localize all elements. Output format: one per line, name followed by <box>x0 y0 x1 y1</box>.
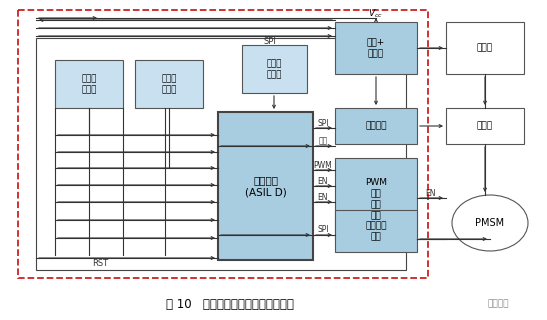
Text: PWM
脉冲
处理
电路: PWM 脉冲 处理 电路 <box>365 178 387 220</box>
Bar <box>36 38 406 270</box>
Bar <box>446 22 524 74</box>
Bar <box>18 10 428 278</box>
Text: 电流采
样电路: 电流采 样电路 <box>82 74 97 94</box>
Text: 旋变解码
电路: 旋变解码 电路 <box>365 221 387 241</box>
Bar <box>218 112 313 260</box>
Text: 并口: 并口 <box>318 137 328 146</box>
Text: EN: EN <box>318 193 328 202</box>
Text: SPI: SPI <box>317 226 329 235</box>
Text: PMSM: PMSM <box>475 218 504 228</box>
Text: 温度采
样电路: 温度采 样电路 <box>267 59 282 79</box>
Bar <box>335 108 417 144</box>
Bar <box>446 108 524 144</box>
Text: EN: EN <box>318 177 328 186</box>
Bar <box>335 22 417 74</box>
Bar <box>335 158 417 240</box>
Bar <box>242 45 307 93</box>
Text: 图 10   单核微处理器的系统安全架构: 图 10 单核微处理器的系统安全架构 <box>166 298 294 310</box>
Bar <box>55 60 123 108</box>
Bar <box>135 60 203 108</box>
Bar <box>335 210 417 252</box>
Text: RST: RST <box>92 260 108 268</box>
Text: 安全芯片
(ASIL D): 安全芯片 (ASIL D) <box>245 175 287 197</box>
Text: SPI: SPI <box>264 37 276 46</box>
Text: 驱动板: 驱动板 <box>477 122 493 131</box>
Text: 电动学堂: 电动学堂 <box>487 300 509 308</box>
Text: PWM: PWM <box>313 161 333 170</box>
Text: EN: EN <box>425 188 435 197</box>
Text: 驱动电源: 驱动电源 <box>365 122 387 131</box>
Ellipse shape <box>452 195 528 251</box>
Text: 高压采
样电路: 高压采 样电路 <box>161 74 177 94</box>
Text: $V_{cc}$: $V_{cc}$ <box>369 8 383 20</box>
Text: 蓄电池: 蓄电池 <box>477 44 493 52</box>
Text: 电源+
时窗狗: 电源+ 时窗狗 <box>367 38 385 58</box>
Text: SPI: SPI <box>317 118 329 127</box>
